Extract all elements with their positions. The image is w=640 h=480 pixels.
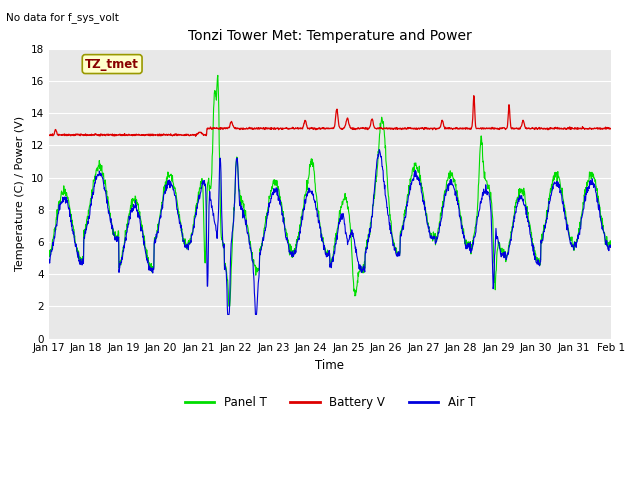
X-axis label: Time: Time <box>316 359 344 372</box>
Text: TZ_tmet: TZ_tmet <box>85 58 139 71</box>
Title: Tonzi Tower Met: Temperature and Power: Tonzi Tower Met: Temperature and Power <box>188 29 472 43</box>
Legend: Panel T, Battery V, Air T: Panel T, Battery V, Air T <box>180 391 479 414</box>
Text: No data for f_sys_volt: No data for f_sys_volt <box>6 12 119 23</box>
Y-axis label: Temperature (C) / Power (V): Temperature (C) / Power (V) <box>15 116 25 271</box>
